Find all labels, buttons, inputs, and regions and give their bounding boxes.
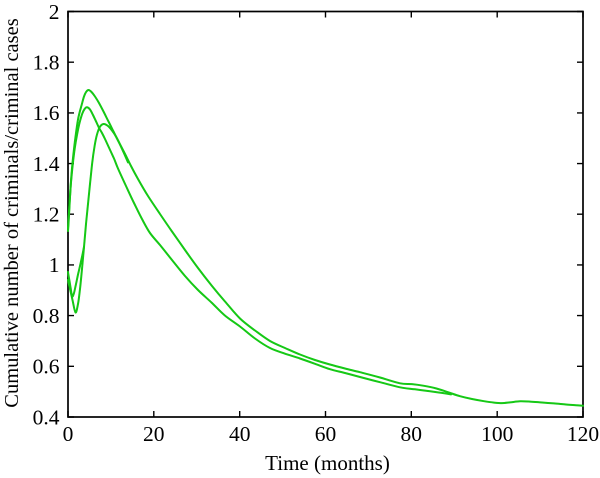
svg-text:100: 100 [481, 422, 513, 446]
svg-text:1.2: 1.2 [33, 203, 60, 227]
svg-text:1.6: 1.6 [33, 101, 60, 125]
svg-text:80: 80 [401, 422, 423, 446]
svg-text:0.4: 0.4 [33, 405, 60, 429]
svg-text:40: 40 [229, 422, 251, 446]
svg-text:120: 120 [567, 422, 599, 446]
svg-text:20: 20 [143, 422, 165, 446]
svg-text:Cumulative number of criminals: Cumulative number of criminals/criminal … [1, 18, 23, 407]
svg-text:0.6: 0.6 [33, 355, 60, 379]
svg-text:1.8: 1.8 [33, 51, 60, 75]
svg-text:60: 60 [315, 422, 337, 446]
svg-text:0.8: 0.8 [33, 304, 60, 328]
svg-text:0: 0 [63, 422, 74, 446]
svg-text:2: 2 [49, 0, 60, 24]
svg-text:1.4: 1.4 [33, 152, 60, 176]
svg-text:1: 1 [49, 253, 60, 277]
svg-text:Time (months): Time (months) [265, 451, 390, 475]
